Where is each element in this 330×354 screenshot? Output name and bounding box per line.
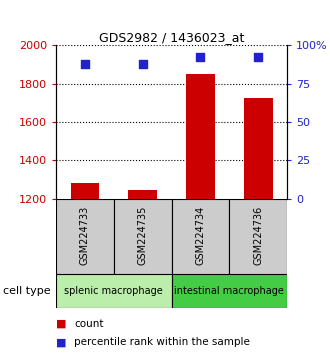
Text: cell type: cell type [3,286,51,296]
Bar [186,74,215,199]
Text: GSM224735: GSM224735 [138,205,148,265]
Title: GDS2982 / 1436023_at: GDS2982 / 1436023_at [99,31,244,44]
Bar [244,98,273,199]
Point [140,61,146,67]
Text: GSM224733: GSM224733 [80,206,90,265]
Bar [56,199,114,274]
Bar [114,199,172,274]
Bar [56,274,172,308]
Bar [229,199,287,274]
Text: count: count [74,319,104,329]
Text: intestinal macrophage: intestinal macrophage [175,286,284,296]
Bar [172,274,287,308]
Bar [71,183,99,199]
Point [198,55,203,60]
Point [256,55,261,60]
Bar [172,199,229,274]
Bar [128,190,157,199]
Text: splenic macrophage: splenic macrophage [64,286,163,296]
Text: GSM224736: GSM224736 [253,206,263,265]
Text: GSM224734: GSM224734 [195,206,206,265]
Point [82,61,88,67]
Text: ■: ■ [56,319,67,329]
Text: ■: ■ [56,337,67,348]
Text: percentile rank within the sample: percentile rank within the sample [74,337,250,348]
